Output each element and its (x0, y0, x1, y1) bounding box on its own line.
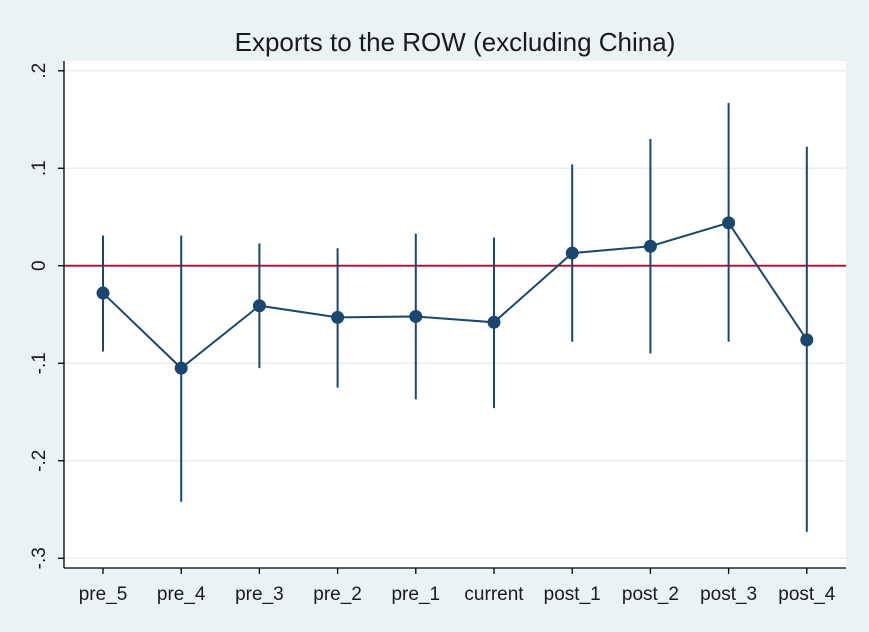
data-point (487, 315, 501, 329)
data-point (331, 310, 345, 324)
y-tick-label: -.1 (29, 352, 50, 374)
plot-area (64, 61, 846, 568)
series-line (102, 221, 808, 370)
x-ticks: pre_5 pre_4 pre_3 pre_2 pre_1 current post_1 po… (79, 568, 836, 605)
data-point (722, 216, 736, 230)
data-point (565, 246, 579, 260)
x-tick-label: pre_5 (79, 584, 128, 605)
series-line-layer (102, 221, 808, 370)
data-point (252, 299, 266, 313)
data-point (96, 286, 110, 300)
x-tick-label: pre_3 (235, 584, 284, 605)
data-point (174, 361, 188, 375)
y-ticks: .2 .1 0 -.1 -.2 -.3 (29, 63, 64, 569)
x-tick-label: current (464, 584, 524, 605)
y-tick-label: 0 (29, 260, 50, 271)
x-tick-label: post_3 (700, 584, 757, 605)
x-tick-label: post_1 (544, 584, 601, 605)
y-tick-label: -.2 (29, 450, 50, 472)
axes (63, 61, 846, 569)
y-tick-label: .1 (29, 160, 50, 176)
chart-title: Exports to the ROW (excluding China) (235, 27, 676, 57)
data-point (800, 333, 814, 347)
data-point (409, 309, 423, 323)
x-tick-label: pre_1 (391, 584, 440, 605)
x-tick-label: post_2 (622, 584, 679, 605)
x-tick-label: pre_2 (313, 584, 362, 605)
series-points (96, 216, 814, 375)
x-tick-label: post_4 (778, 584, 835, 605)
x-tick-label: pre_4 (157, 584, 206, 605)
data-point (643, 239, 657, 253)
y-tick-label: -.3 (29, 547, 50, 569)
y-tick-label: .2 (29, 63, 50, 79)
